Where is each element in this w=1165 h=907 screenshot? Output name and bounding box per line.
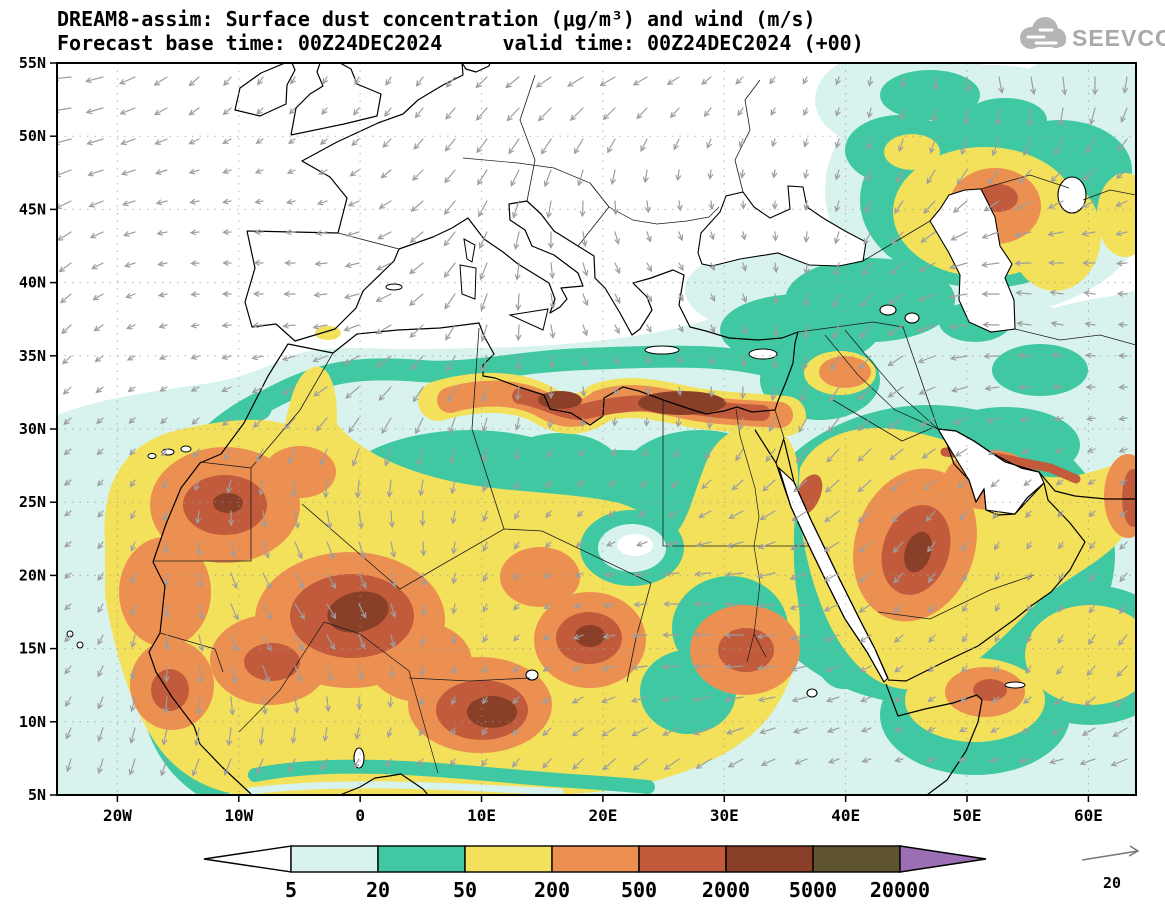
legend-label: 5000 <box>789 878 837 902</box>
legend-label: 2000 <box>702 878 750 902</box>
lat-tick-label: 35N <box>19 347 46 365</box>
lat-tick-label: 45N <box>19 200 46 218</box>
logo-text: SEEVCCC <box>1072 25 1165 51</box>
lon-tick-label: 10W <box>224 806 253 825</box>
crete <box>644 345 680 355</box>
chart-title: DREAM8-assim: Surface dust concentration… <box>57 7 816 31</box>
euphrates-river <box>824 334 939 430</box>
legend-label: 5 <box>285 878 297 902</box>
cloud-icon <box>1020 17 1066 49</box>
lon-tick-label: 20E <box>588 806 617 825</box>
canary-3 <box>147 453 157 459</box>
canary-2 <box>180 445 192 453</box>
corsica <box>463 238 476 263</box>
wind-arrows-path <box>57 75 1129 777</box>
axis-labels: 5N 10N 15N 20N 25N 30N 35N 40N 45N 50N 55N 20W 10W 0 1… <box>19 54 1103 825</box>
chart-subtitle: Forecast base time: 00Z24DEC2024 valid t… <box>57 31 864 55</box>
legend: 5 20 50 200 500 2000 5000 20000 <box>203 845 987 902</box>
lake-van <box>904 312 920 324</box>
lat-tick-label: 30N <box>19 420 46 438</box>
legend-cell-c5000 <box>812 845 901 873</box>
legend-cell-c200 <box>551 845 640 873</box>
sicily <box>508 308 549 331</box>
lat-tick-label: 10N <box>19 713 46 731</box>
legend-label: 500 <box>621 878 657 902</box>
niger-river <box>238 621 439 774</box>
socotra <box>1004 681 1026 689</box>
legend-cell-c2000 <box>725 845 814 873</box>
lon-tick-label: 0 <box>355 806 365 825</box>
lon-tick-label: 60E <box>1074 806 1103 825</box>
cyprus <box>748 348 778 360</box>
legend-cell-c20 <box>377 845 466 873</box>
lon-tick-label: 10E <box>467 806 496 825</box>
lake-tana <box>806 688 818 698</box>
legend-label: 50 <box>453 878 477 902</box>
balearics <box>385 283 403 291</box>
country-borders <box>153 74 1136 683</box>
lat-tick-label: 5N <box>28 786 46 804</box>
caspian-sea <box>929 188 1016 333</box>
legend-cell-below-min <box>203 845 292 873</box>
nile-river <box>735 408 767 663</box>
lat-tick-label: 20N <box>19 566 46 584</box>
lat-tick-label: 50N <box>19 127 46 145</box>
lat-tick-label: 25N <box>19 493 46 511</box>
map-area <box>57 63 1136 795</box>
cape-verde-1 <box>66 630 74 638</box>
wind-reference: 20 <box>1081 845 1140 892</box>
legend-label: 20000 <box>870 878 930 902</box>
sardinia <box>459 264 477 300</box>
lon-tick-label: 40E <box>831 806 860 825</box>
legend-cell-above-max <box>899 845 987 873</box>
lon-tick-label: 50E <box>953 806 982 825</box>
legend-label: 200 <box>534 878 570 902</box>
aral-sea <box>1057 176 1087 214</box>
lat-tick-label: 15N <box>19 640 46 658</box>
seevccc-logo: SEEVCCC <box>1020 17 1165 51</box>
legend-label: 20 <box>366 878 390 902</box>
islands <box>66 238 1026 689</box>
tigris-river <box>844 329 939 430</box>
lon-tick-label: 20W <box>103 806 132 825</box>
lake-chad <box>525 669 539 681</box>
legend-cell-c50 <box>464 845 553 873</box>
legend-cell-c500 <box>638 845 727 873</box>
lat-tick-label: 40N <box>19 274 46 292</box>
black-sea <box>697 185 867 267</box>
rivers <box>238 157 939 774</box>
lake-urmia <box>879 304 897 316</box>
wind-reference-arrow-icon <box>1081 845 1140 861</box>
wind-reference-value: 20 <box>1103 874 1121 892</box>
lon-tick-label: 30E <box>710 806 739 825</box>
wind-vectors <box>57 75 1129 777</box>
danube-river <box>462 157 720 225</box>
lat-tick-label: 55N <box>19 54 46 72</box>
legend-cell-c5 <box>290 845 379 873</box>
cape-verde-2 <box>76 641 84 649</box>
